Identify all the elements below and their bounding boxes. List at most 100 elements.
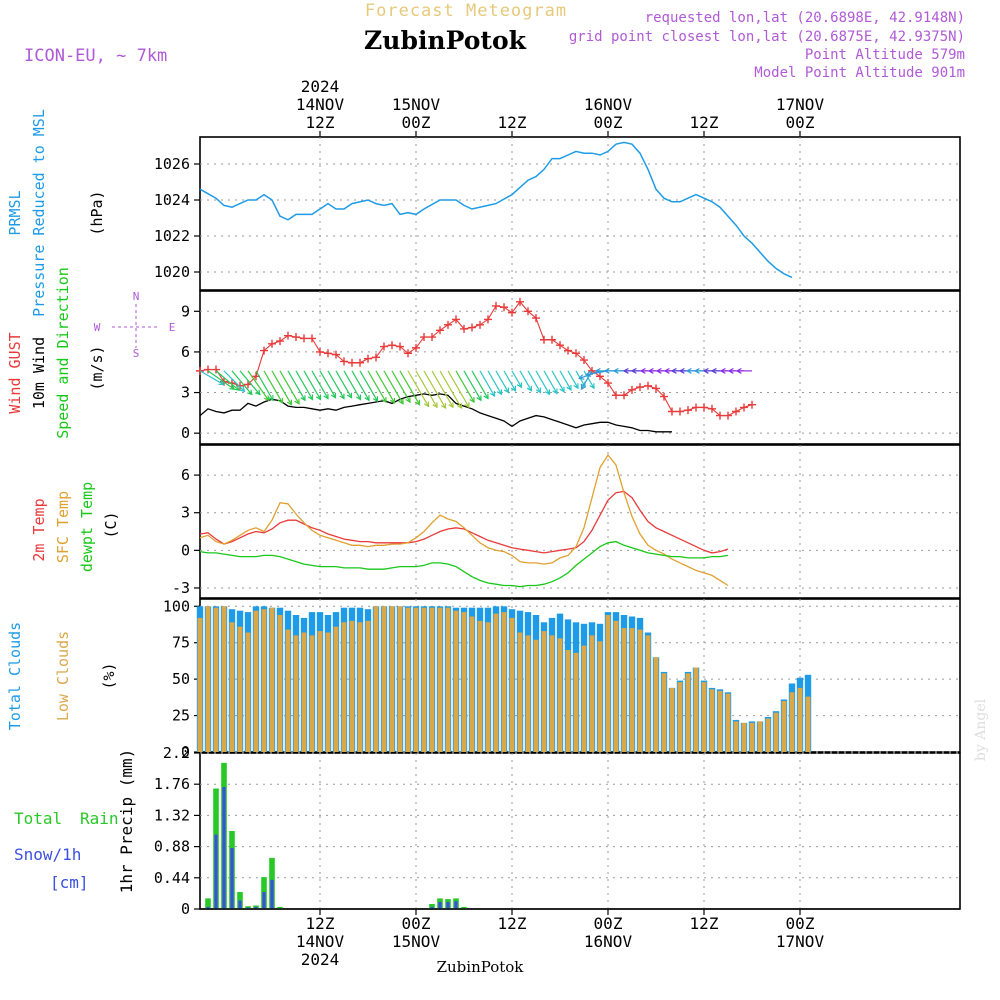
y-tick-label: 1022 [154, 227, 190, 245]
wind-arrow-shaft [455, 370, 475, 403]
low-cloud-bar [317, 631, 323, 752]
low-cloud-bar [197, 617, 203, 752]
gust-point-marker [508, 308, 516, 317]
low-cloud-bar [373, 606, 379, 752]
low-cloud-bar [381, 606, 387, 752]
low-cloud-bar [397, 606, 403, 752]
wind-arrow-shaft [527, 370, 542, 393]
wind-arrow-head [277, 397, 284, 404]
top-time-label: 17NOV [776, 95, 825, 114]
gust-point-marker [276, 337, 284, 346]
snow-bar [430, 906, 434, 909]
panel-frame [199, 136, 961, 291]
low-cloud-bar [365, 620, 371, 752]
low-cloud-bar [653, 657, 659, 752]
low-cloud-bar [669, 687, 675, 752]
wind-arrow-head [286, 399, 293, 406]
panel-frame [199, 752, 961, 910]
bottom-time-label: 17NOV [776, 932, 825, 951]
wind-arrow-head [526, 385, 533, 392]
temp-sfc-label: SFC Temp [54, 491, 72, 563]
wind-arrow-head [323, 393, 329, 400]
gust-point-marker [708, 404, 716, 413]
low-cloud-bar [757, 721, 763, 752]
temp-dewpt-line [199, 540, 729, 588]
wind-arrow-shaft [559, 370, 572, 391]
bottom-time-label: 2024 [301, 950, 340, 969]
wind-arrow-shaft [487, 370, 503, 395]
low-cloud-bar [685, 673, 691, 752]
gust-point-marker [748, 400, 756, 409]
wind-arrow-head [233, 385, 240, 392]
low-clouds-label: Low Clouds [54, 631, 72, 721]
snow-bar [254, 906, 258, 909]
low-cloud-bar [621, 628, 627, 752]
gust-point-marker [740, 403, 748, 412]
wind-arrow-shaft [295, 370, 314, 400]
temp-dewpt-label: dewpt Temp [78, 482, 96, 572]
low-cloud-bar [205, 606, 211, 752]
low-cloud-bar [269, 607, 275, 752]
wind-arrow-head [464, 402, 470, 409]
pressure-label-full: Pressure Reduced to MSL [30, 109, 48, 317]
wind-arrow-shaft [247, 370, 270, 401]
rain-bar [429, 904, 435, 909]
gust-point-marker [444, 320, 452, 329]
low-cloud-bar [741, 722, 747, 752]
y-tick-label: 3 [181, 504, 190, 522]
wind-arrow-shaft [239, 370, 261, 396]
wind-arrow-head [364, 395, 370, 402]
gust-point-marker [292, 333, 300, 342]
gust-point-marker [500, 303, 508, 312]
gust-point-marker [428, 333, 436, 342]
wind-arrow-head [510, 385, 517, 392]
wind-arrow-head [573, 383, 579, 390]
wind-arrow-head [710, 367, 717, 374]
wind-arrow-shaft [551, 370, 565, 392]
gust-point-marker [540, 335, 548, 344]
wind-arrow-head [612, 367, 619, 374]
panel-precipitation: 0 0.44 0.88 1.32 1.76 2.2 [154, 744, 961, 918]
gust-point-marker [324, 349, 332, 358]
wind-arrow-head [670, 367, 677, 374]
low-cloud-bar [405, 607, 411, 752]
model-altitude: Model Point Altitude 901m [754, 65, 965, 81]
gust-point-marker [396, 342, 404, 351]
wind-arrow-shaft [279, 370, 300, 405]
wind-arrow-head [702, 367, 709, 374]
low-cloud-bar [461, 612, 467, 752]
low-cloud-bar [749, 722, 755, 752]
bottom-time-label: 00Z [594, 914, 623, 933]
low-cloud-bar [725, 693, 731, 752]
gust-point-marker [268, 339, 276, 348]
gust-point-marker [572, 349, 580, 358]
wind-arrow-head [622, 367, 629, 374]
low-cloud-bar [501, 612, 507, 752]
snow-bar [230, 848, 234, 909]
low-cloud-bar [477, 620, 483, 752]
gust-point-marker [300, 334, 308, 343]
low-cloud-bar [341, 622, 347, 752]
low-cloud-bar [613, 620, 619, 752]
compass-west: W [94, 321, 101, 334]
wind-arrow-shaft [431, 370, 454, 408]
low-cloud-bar [445, 607, 451, 752]
low-cloud-bar [773, 712, 779, 752]
point-altitude: Point Altitude 579m [805, 47, 965, 63]
bottom-time-label: 00Z [402, 914, 431, 933]
low-cloud-bar [709, 689, 715, 752]
wind-arrow-head [414, 399, 421, 406]
gust-point-marker [716, 411, 724, 420]
wind-arrow-shaft [215, 370, 240, 391]
rain-bar [205, 898, 211, 909]
y-tick-label: 2.2 [163, 744, 190, 762]
low-cloud-bar [301, 632, 307, 752]
wind-arrow-head [552, 388, 558, 395]
wind-arrow-shaft [207, 370, 235, 390]
wind-arrow-shaft [223, 370, 245, 392]
gust-point-marker [732, 407, 740, 416]
panel-frame [199, 290, 961, 445]
wind-arrow-head [655, 367, 662, 374]
